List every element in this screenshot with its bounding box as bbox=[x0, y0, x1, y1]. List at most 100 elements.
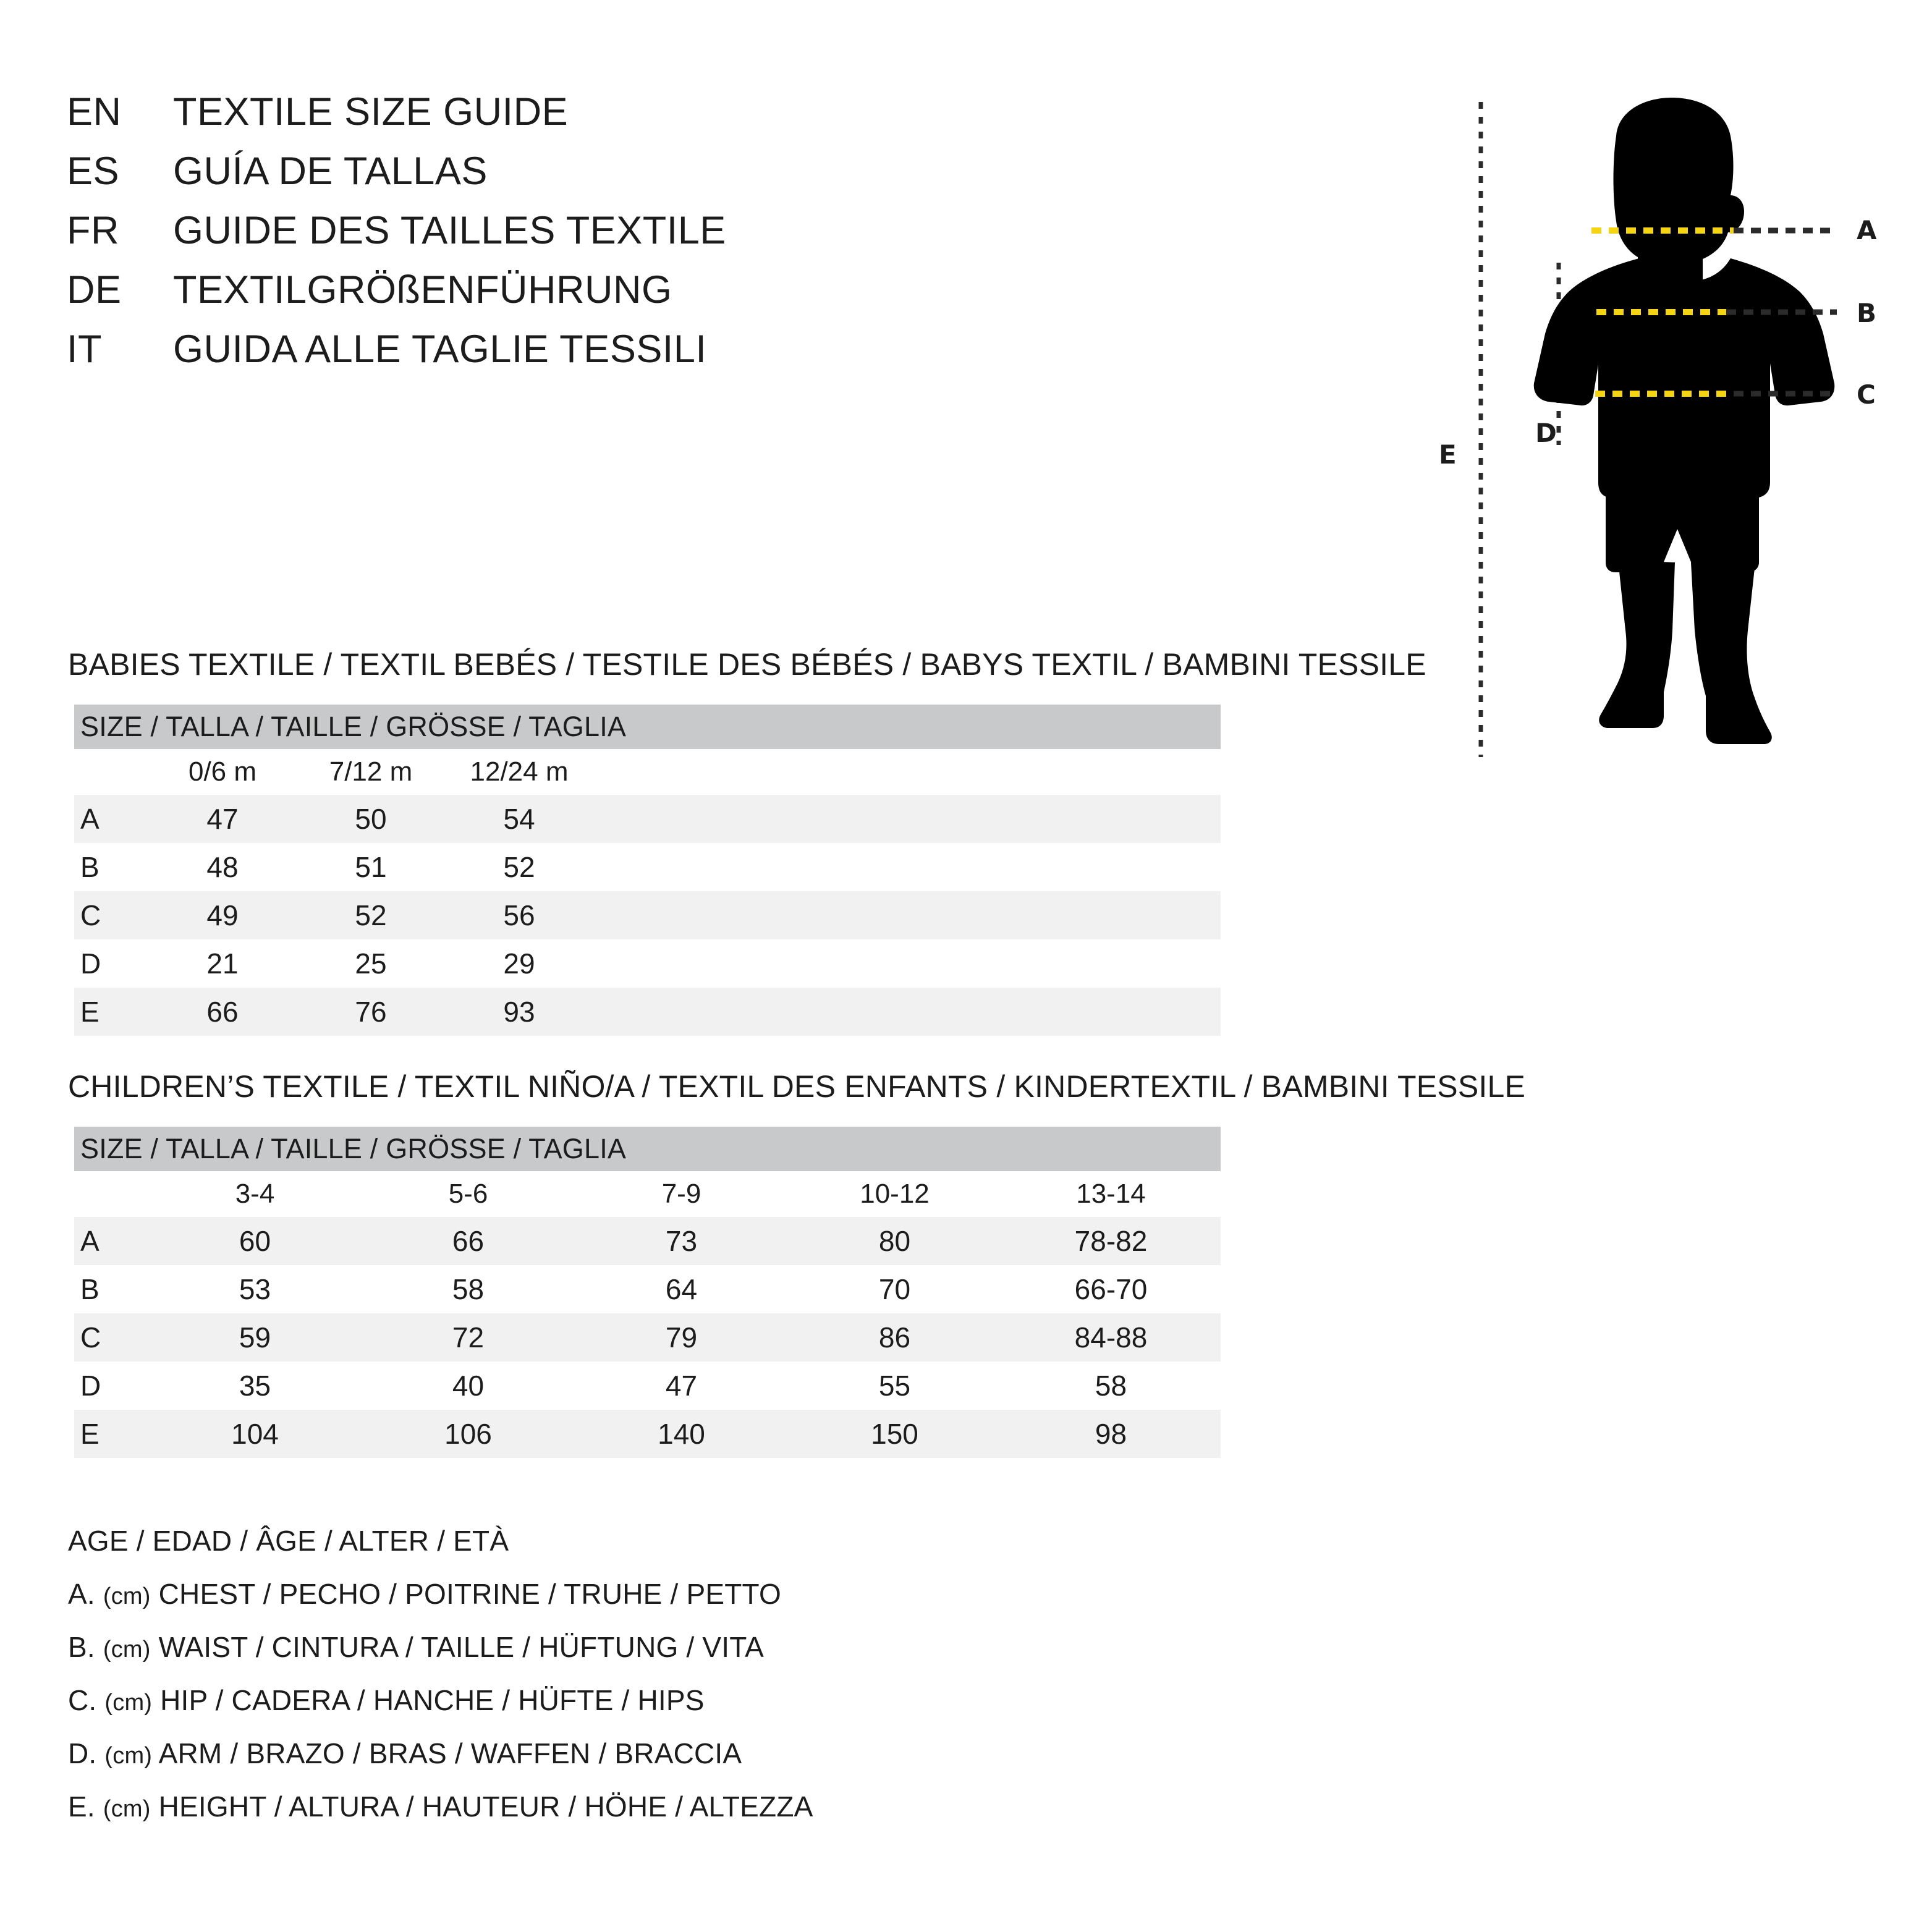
legend-text-a: CHEST / PECHO / POITRINE / TRUHE / PETTO bbox=[158, 1578, 781, 1610]
children-cell-d-4: 58 bbox=[1001, 1362, 1221, 1410]
babies-column-header-row: 0/6 m 7/12 m 12/24 m bbox=[74, 749, 1221, 795]
legend-item-c: C. (cm) HIP / CADERA / HANCHE / HÜFTE / … bbox=[68, 1686, 1180, 1739]
babies-cell-c-2: 56 bbox=[445, 891, 593, 939]
legend-item-e: E. (cm) HEIGHT / ALTURA / HAUTEUR / HÖHE… bbox=[68, 1792, 1180, 1845]
children-cell-e-1: 106 bbox=[362, 1410, 575, 1458]
table-row: C 59 72 79 86 84-88 bbox=[74, 1313, 1221, 1362]
children-column-0: 3-4 bbox=[148, 1171, 362, 1217]
children-cell-b-3: 70 bbox=[788, 1265, 1001, 1313]
children-cell-b-1: 58 bbox=[362, 1265, 575, 1313]
babies-section-caption: BABIES TEXTILE / TEXTIL BEBÉS / TESTILE … bbox=[68, 647, 1426, 682]
babies-cell-d-1: 25 bbox=[297, 939, 445, 988]
children-size-header-label: SIZE / TALLA / TAILLE / GRÖSSE / TAGLIA bbox=[74, 1127, 1221, 1171]
legend-unit-a: (cm) bbox=[103, 1583, 151, 1609]
legend-unit-b: (cm) bbox=[103, 1637, 151, 1663]
table-row: E 104 106 140 150 98 bbox=[74, 1410, 1221, 1458]
children-cell-b-2: 64 bbox=[575, 1265, 788, 1313]
babies-size-header-row: SIZE / TALLA / TAILLE / GRÖSSE / TAGLIA bbox=[74, 705, 1221, 749]
children-cell-d-2: 47 bbox=[575, 1362, 788, 1410]
babies-cell-e-0: 66 bbox=[148, 988, 297, 1036]
table-row: D 35 40 47 55 58 bbox=[74, 1362, 1221, 1410]
children-column-1: 5-6 bbox=[362, 1171, 575, 1217]
children-column-2: 7-9 bbox=[575, 1171, 788, 1217]
babies-corner-cell bbox=[74, 749, 148, 795]
children-cell-a-3: 80 bbox=[788, 1217, 1001, 1265]
children-column-3: 10-12 bbox=[788, 1171, 1001, 1217]
left-leg-shape bbox=[1599, 560, 1675, 728]
babies-column-1: 7/12 m bbox=[297, 749, 445, 795]
children-row-label-d: D bbox=[74, 1362, 148, 1410]
language-code-it: IT bbox=[67, 328, 102, 371]
dimension-label-d: D bbox=[1535, 418, 1557, 448]
legend-age-line: AGE / EDAD / ÂGE / ALTER / ETÀ bbox=[68, 1525, 509, 1557]
babies-row-label-a: A bbox=[74, 795, 148, 843]
shorts-shape bbox=[1606, 482, 1759, 572]
babies-size-table: SIZE / TALLA / TAILLE / GRÖSSE / TAGLIA … bbox=[74, 705, 1221, 1036]
legend-letter-c: C. bbox=[68, 1684, 97, 1716]
legend-text-c: HIP / CADERA / HANCHE / HÜFTE / HIPS bbox=[160, 1684, 705, 1716]
table-row: C 49 52 56 bbox=[74, 891, 1221, 939]
babies-cell-d-0: 21 bbox=[148, 939, 297, 988]
children-cell-c-2: 79 bbox=[575, 1313, 788, 1362]
children-cell-a-1: 66 bbox=[362, 1217, 575, 1265]
children-size-header-row: SIZE / TALLA / TAILLE / GRÖSSE / TAGLIA bbox=[74, 1127, 1221, 1171]
babies-row-label-d: D bbox=[74, 939, 148, 988]
babies-cell-d-2: 29 bbox=[445, 939, 593, 988]
children-cell-d-3: 55 bbox=[788, 1362, 1001, 1410]
children-column-4: 13-14 bbox=[1001, 1171, 1221, 1217]
babies-cell-e-2: 93 bbox=[445, 988, 593, 1036]
dimension-label-c: C bbox=[1857, 379, 1876, 410]
children-cell-e-3: 150 bbox=[788, 1410, 1001, 1458]
language-row-en: EN TEXTILE SIZE GUIDE bbox=[67, 93, 1241, 152]
legend-item-b: B. (cm) WAIST / CINTURA / TAILLE / HÜFTU… bbox=[68, 1633, 1180, 1686]
shirt-shape bbox=[1533, 258, 1835, 498]
babies-cell-b-1: 51 bbox=[297, 843, 445, 891]
babies-column-2: 12/24 m bbox=[445, 749, 593, 795]
legend-letter-b: B. bbox=[68, 1631, 95, 1663]
legend-unit-d: (cm) bbox=[104, 1743, 153, 1769]
babies-size-header-label: SIZE / TALLA / TAILLE / GRÖSSE / TAGLIA bbox=[74, 705, 1221, 749]
table-row: D 21 25 29 bbox=[74, 939, 1221, 988]
language-title-en: TEXTILE SIZE GUIDE bbox=[173, 90, 569, 133]
language-code-de: DE bbox=[67, 268, 122, 311]
language-title-block: EN TEXTILE SIZE GUIDE ES GUÍA DE TALLAS … bbox=[67, 93, 1241, 389]
language-code-en: EN bbox=[67, 90, 122, 133]
children-cell-e-2: 140 bbox=[575, 1410, 788, 1458]
dimension-label-a: A bbox=[1857, 215, 1877, 245]
legend-text-e: HEIGHT / ALTURA / HAUTEUR / HÖHE / ALTEZ… bbox=[158, 1790, 813, 1823]
legend-letter-d: D. bbox=[68, 1737, 97, 1769]
language-code-fr: FR bbox=[67, 209, 119, 252]
children-section-caption: CHILDREN’S TEXTILE / TEXTIL NIÑO/A / TEX… bbox=[68, 1069, 1526, 1104]
children-column-header-row: 3-4 5-6 7-9 10-12 13-14 bbox=[74, 1171, 1221, 1217]
language-title-es: GUÍA DE TALLAS bbox=[173, 150, 488, 193]
babies-cell-b-0: 48 bbox=[148, 843, 297, 891]
child-silhouette-shape bbox=[1533, 98, 1835, 744]
children-cell-d-1: 40 bbox=[362, 1362, 575, 1410]
babies-row-label-c: C bbox=[74, 891, 148, 939]
children-row-label-e: E bbox=[74, 1410, 148, 1458]
babies-cell-a-0: 47 bbox=[148, 795, 297, 843]
legend-unit-c: (cm) bbox=[104, 1690, 153, 1716]
babies-row-label-e: E bbox=[74, 988, 148, 1036]
children-cell-a-4: 78-82 bbox=[1001, 1217, 1221, 1265]
babies-row-label-b: B bbox=[74, 843, 148, 891]
children-cell-c-0: 59 bbox=[148, 1313, 362, 1362]
children-cell-b-0: 53 bbox=[148, 1265, 362, 1313]
children-cell-a-2: 73 bbox=[575, 1217, 788, 1265]
right-leg-shape bbox=[1691, 562, 1772, 744]
legend-letter-e: E. bbox=[68, 1790, 95, 1823]
language-row-fr: FR GUIDE DES TAILLES TEXTILE bbox=[67, 211, 1241, 271]
measurement-figure-diagram: E D A B C bbox=[1421, 74, 1910, 791]
children-cell-b-4: 66-70 bbox=[1001, 1265, 1221, 1313]
babies-cell-c-1: 52 bbox=[297, 891, 445, 939]
babies-cell-b-2: 52 bbox=[445, 843, 593, 891]
legend-unit-e: (cm) bbox=[103, 1796, 151, 1822]
children-corner-cell bbox=[74, 1171, 148, 1217]
table-row: A 47 50 54 bbox=[74, 795, 1221, 843]
language-title-fr: GUIDE DES TAILLES TEXTILE bbox=[173, 209, 726, 252]
babies-cell-c-0: 49 bbox=[148, 891, 297, 939]
children-cell-a-0: 60 bbox=[148, 1217, 362, 1265]
children-cell-c-3: 86 bbox=[788, 1313, 1001, 1362]
babies-cell-e-1: 76 bbox=[297, 988, 445, 1036]
child-silhouette-svg bbox=[1478, 98, 1837, 757]
